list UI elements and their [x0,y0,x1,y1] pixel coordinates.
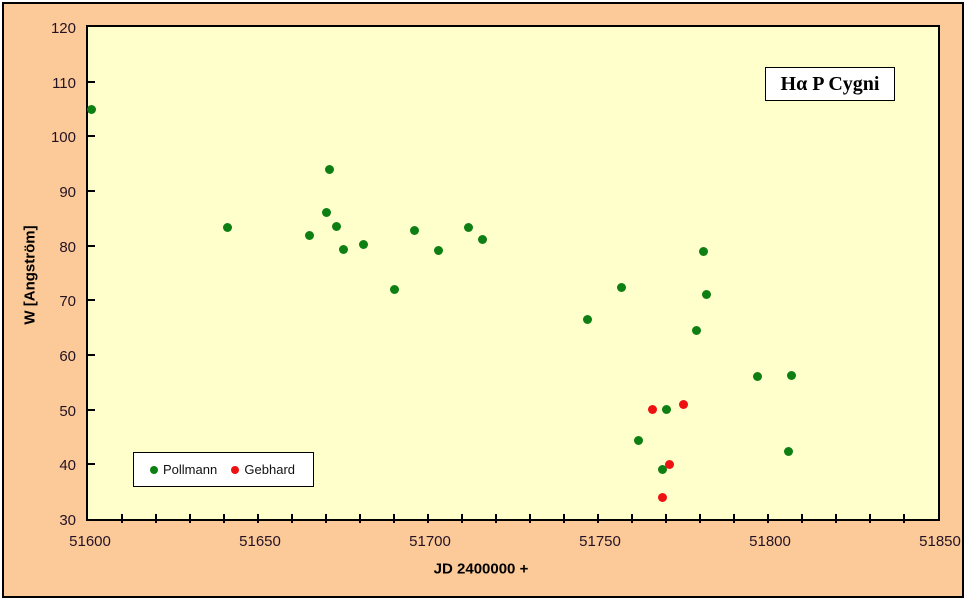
data-point-pollmann [86,104,96,114]
x-axis-tick [631,514,633,523]
data-point-pollmann [433,245,443,255]
x-tick-label: 51600 [69,533,111,550]
data-point-pollmann [321,208,331,218]
x-axis-tick [461,514,463,523]
legend-label-gebhard: Gebhard [244,462,295,477]
y-tick-label: 40 [59,457,76,475]
x-axis-tick [393,514,395,523]
legend-item-pollmann: Pollmann [150,462,217,477]
y-tick-label: 30 [59,512,76,529]
x-axis-tick [359,514,361,523]
x-axis-tick [665,514,667,523]
data-point-pollmann [338,244,348,254]
pollmann-marker-icon [150,465,158,474]
chart-title: Hα P Cygni [780,72,880,95]
data-point-pollmann [409,225,419,235]
data-point-gebhard [678,399,688,409]
y-tick-label: 60 [59,348,76,365]
y-axis-tick [88,135,95,138]
data-point-pollmann [304,231,314,241]
x-axis-title: JD 2400000 + [433,560,529,578]
y-tick-label: 110 [52,74,76,92]
data-point-pollmann [358,239,368,249]
data-point-pollmann [783,446,793,456]
legend-label-pollmann: Pollmann [163,462,218,477]
y-tick-label: 90 [59,184,76,201]
y-axis-tick [88,354,95,356]
data-point-pollmann [692,325,702,335]
data-point-gebhard [658,492,668,502]
y-axis-tick [88,190,95,192]
data-point-pollmann [464,222,474,232]
data-point-pollmann [583,314,593,324]
x-axis-tick [223,514,225,523]
y-axis-tick [88,244,95,247]
x-axis-tick [835,514,837,523]
x-axis-tick [903,514,905,523]
y-axis-tick [88,408,95,411]
data-point-pollmann [787,371,797,381]
x-axis-tick [801,514,803,523]
y-tick-label: 80 [59,238,76,256]
data-point-pollmann [324,164,334,174]
x-axis-tick [189,514,191,523]
chart-canvas: Hα P Cygni Pollmann Gebhard W [Angström]… [2,2,964,598]
data-point-pollmann [477,234,487,244]
data-point-pollmann [658,465,668,475]
x-tick-label: 51850 [919,533,961,550]
data-point-pollmann [389,284,399,294]
y-tick-label: 50 [59,402,76,420]
y-axis-tick [88,299,95,302]
x-axis-tick [563,514,565,523]
data-point-pollmann [617,282,627,292]
data-point-pollmann [698,246,708,256]
y-tick-label: 120 [50,20,76,37]
x-tick-label: 51650 [239,533,281,550]
x-tick-label: 51800 [749,533,791,550]
data-point-pollmann [702,290,712,300]
y-axis-tick [88,80,95,83]
x-axis-tick [699,514,701,523]
x-axis-tick [121,514,123,523]
plot-area: Hα P Cygni Pollmann Gebhard [86,25,940,523]
data-point-pollmann [661,405,671,415]
y-axis-tick [88,463,95,466]
x-axis-tick [733,514,735,523]
legend-item-gebhard: Gebhard [231,462,295,477]
x-axis-tick [257,514,259,523]
x-axis-tick [597,514,599,523]
x-axis-tick [155,514,157,523]
gebhard-marker-icon [231,465,240,474]
data-point-gebhard [664,459,674,469]
x-axis-tick [869,514,871,523]
chart-title-box: Hα P Cygni [765,67,895,101]
data-point-pollmann [331,222,341,232]
x-axis-tick [767,514,769,523]
y-tick-label: 100 [50,129,76,147]
x-tick-label: 51700 [409,533,451,550]
x-axis-tick [427,514,429,523]
legend: Pollmann Gebhard [133,452,314,487]
x-axis-tick [529,514,531,523]
data-point-gebhard [647,405,657,415]
x-axis-tick [325,514,327,523]
data-point-pollmann [753,372,763,382]
x-axis-tick [291,514,293,523]
data-point-pollmann [222,223,232,233]
x-tick-label: 51750 [579,533,621,550]
data-point-pollmann [634,436,644,446]
y-tick-label: 70 [59,293,76,311]
x-axis-tick [495,514,497,523]
